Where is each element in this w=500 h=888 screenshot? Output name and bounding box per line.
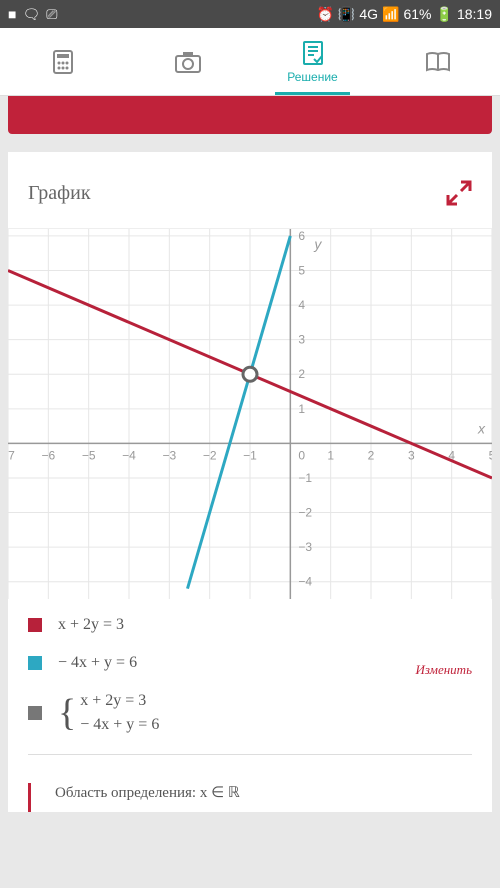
change-link[interactable]: Изменить [416,662,472,678]
system-eq1: x + 2y = 3 [80,692,159,710]
chat-icon: ■ [8,6,16,23]
svg-text:1: 1 [298,402,305,416]
vibrate-icon: 📳 [338,6,355,23]
status-right: ⏰ 📳 4G 📶 61% 🔋 18:19 [316,6,492,23]
tab-solution-label: Решение [287,70,337,84]
brace-icon: { [58,694,76,732]
svg-text:3: 3 [298,333,305,347]
legend-item-1: x + 2y = 3 [28,616,472,634]
svg-text:0: 0 [298,448,305,462]
svg-text:x: x [477,420,486,436]
card-title: График [28,182,91,205]
legend-text-2: − 4x + y = 6 [58,654,137,672]
promo-banner[interactable] [8,96,492,134]
signal-icon: 📶 [382,6,399,23]
legend: x + 2y = 3 − 4x + y = 6 Изменить { x + 2… [8,598,492,783]
book-icon [424,50,452,74]
battery-pct: 61% [403,6,431,22]
status-left-icons: ■ 🗨 ⎚ [8,6,57,23]
device-icon: ⎚ [46,6,57,23]
tab-calculator[interactable] [0,28,125,95]
legend-swatch-system [28,706,42,720]
tab-camera[interactable] [125,28,250,95]
clock: 18:19 [457,6,492,22]
legend-swatch-2 [28,656,42,670]
calculator-icon [50,49,76,75]
message-icon: 🗨 [22,6,40,23]
svg-text:−4: −4 [122,448,136,462]
svg-text:−5: −5 [82,448,96,462]
nav-tabs: Решение [0,28,500,96]
svg-text:−3: −3 [298,540,312,554]
chart-svg: −7−6−5−4−3−2−112345−4−3−2−11234560xy [8,229,492,599]
svg-text:−7: −7 [8,448,15,462]
svg-text:−2: −2 [298,506,312,520]
svg-text:y: y [313,236,322,252]
legend-text-1: x + 2y = 3 [58,616,124,634]
divider [28,754,472,755]
legend-system: Изменить { x + 2y = 3 − 4x + y = 6 [28,692,472,734]
tab-book[interactable] [375,28,500,95]
graph-card: График −7−6−5−4−3−2−112345−4−3−2−1123456… [8,152,492,812]
expand-icon[interactable] [446,180,472,206]
solution-icon [300,40,326,66]
system-equations: x + 2y = 3 − 4x + y = 6 [80,692,159,734]
chart[interactable]: −7−6−5−4−3−2−112345−4−3−2−11234560xy [8,228,492,598]
status-bar: ■ 🗨 ⎚ ⏰ 📳 4G 📶 61% 🔋 18:19 [0,0,500,28]
battery-icon: 🔋 [436,6,453,23]
camera-icon [174,50,202,74]
svg-text:5: 5 [298,263,305,277]
domain-text: Область определения: x ∈ ℝ [28,783,492,812]
svg-text:−1: −1 [243,448,257,462]
alarm-icon: ⏰ [316,6,333,23]
svg-text:1: 1 [327,448,334,462]
svg-text:6: 6 [298,229,305,243]
card-header: График [8,152,492,228]
tab-solution[interactable]: Решение [250,28,375,95]
svg-text:−3: −3 [162,448,176,462]
svg-text:2: 2 [368,448,375,462]
legend-item-2: − 4x + y = 6 [28,654,472,672]
svg-text:−4: −4 [298,575,312,589]
svg-text:−6: −6 [41,448,55,462]
svg-text:−1: −1 [298,471,312,485]
svg-text:−2: −2 [203,448,217,462]
svg-text:2: 2 [298,367,305,381]
svg-text:5: 5 [489,448,492,462]
svg-text:4: 4 [298,298,305,312]
legend-swatch-1 [28,618,42,632]
network-icon: 4G [359,6,378,22]
svg-text:3: 3 [408,448,415,462]
system-eq2: − 4x + y = 6 [80,716,159,734]
